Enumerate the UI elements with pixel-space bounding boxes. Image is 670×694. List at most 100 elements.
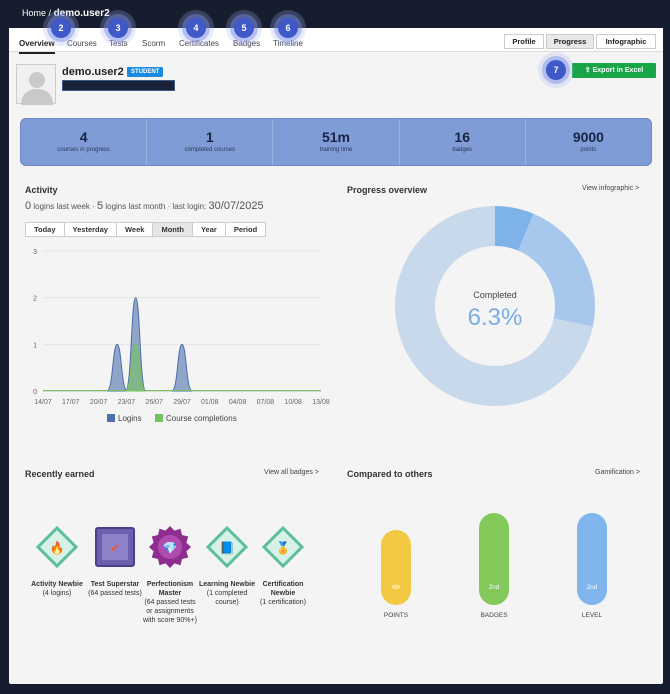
- export-icon: ⇪: [584, 67, 593, 74]
- view-progress-button[interactable]: Progress: [546, 34, 594, 49]
- redacted-email: [62, 80, 175, 91]
- top-bar: Home / demo.user2: [0, 0, 670, 28]
- x-tick-label: 17/07: [62, 399, 80, 406]
- test-icon[interactable]: ✔: [94, 526, 136, 568]
- donut-slice-2: [395, 206, 593, 406]
- tour-marker-6[interactable]: 6: [278, 18, 298, 38]
- stat-label: completed courses: [184, 147, 235, 153]
- stat-value: 4: [79, 129, 88, 145]
- legend-swatch: [107, 414, 115, 422]
- badge-caption: Certification Newbie (1 certification): [254, 580, 312, 607]
- main-panel: Overview Courses Tests Scorm Certificate…: [9, 28, 663, 684]
- svg-text:🏅: 🏅: [276, 541, 291, 555]
- tour-marker-2[interactable]: 2: [51, 18, 71, 38]
- breadcrumb: Home / demo.user2: [22, 8, 110, 19]
- range-yesterday[interactable]: Yesterday: [65, 223, 117, 236]
- legend-logins: Logins: [107, 414, 142, 423]
- rank-label: LEVEL: [581, 612, 603, 619]
- rank-pill-points: 4th: [381, 530, 411, 605]
- stats-bar: 4 courses in progress 1 completed courses …: [20, 118, 652, 166]
- logins-separator: ·: [92, 202, 95, 211]
- donut-slice-0: [495, 206, 534, 251]
- view-all-badges-link[interactable]: View all badges >: [264, 469, 319, 476]
- gamification-link[interactable]: Gamification >: [595, 469, 640, 476]
- stat-courses-in-progress: 4 courses in progress: [21, 119, 148, 165]
- x-tick-label: 04/08: [229, 399, 247, 406]
- login-summary: 0 logins last week · 5 logins last month…: [25, 200, 264, 212]
- range-year[interactable]: Year: [193, 223, 226, 236]
- rank-value: 2nd: [586, 584, 598, 591]
- badge-caption: Learning Newbie (1 completed course): [198, 580, 256, 607]
- logins-month-label: logins last month: [105, 202, 166, 211]
- svg-text:📘: 📘: [220, 541, 235, 555]
- stat-training-time: 51m training time: [273, 119, 400, 165]
- last-login-date: 30/07/2025: [208, 200, 264, 212]
- rank-pill-level: 2nd: [577, 513, 607, 605]
- tab-certificates[interactable]: Certificates: [179, 39, 220, 48]
- range-month[interactable]: Month: [153, 223, 193, 236]
- flame-icon[interactable]: 🔥: [35, 525, 79, 569]
- logins-month-count: 5: [96, 200, 104, 212]
- badge-name: Learning Newbie: [198, 581, 255, 588]
- x-tick-label: 10/08: [284, 399, 302, 406]
- breadcrumb-home[interactable]: Home: [22, 8, 47, 18]
- svg-text:💎: 💎: [163, 541, 178, 555]
- recently-earned-title: Recently earned: [25, 469, 95, 479]
- activity-title: Activity: [25, 185, 58, 195]
- export-excel-button[interactable]: ⇪ Export in Excel: [572, 63, 656, 78]
- legend-label: Logins: [118, 414, 142, 423]
- range-today[interactable]: Today: [26, 223, 65, 236]
- activity-chart: 0 1 2 3 14/07 17/07 20/07 23/07 26/07 29/07 01/08 0…: [33, 249, 330, 406]
- legend-course-completions: Course completions: [155, 414, 237, 423]
- user-name: demo.user2: [62, 66, 124, 78]
- y-tick-label: 0: [33, 389, 37, 396]
- tab-overview[interactable]: Overview: [19, 39, 55, 54]
- gem-icon[interactable]: 💎: [149, 526, 191, 568]
- breadcrumb-separator: /: [48, 8, 52, 18]
- stat-completed-courses: 1 completed courses: [147, 119, 274, 165]
- badge-caption: Perfectionism Master (64 passed tests or …: [141, 580, 199, 625]
- user-silhouette-icon: [21, 72, 53, 105]
- role-badge: STUDENT: [127, 67, 164, 77]
- legend-label: Course completions: [166, 414, 237, 423]
- last-login-label: · last login:: [167, 202, 207, 211]
- view-infographic-button[interactable]: Infographic: [596, 34, 656, 49]
- badge-description: (1 completed course): [206, 590, 248, 606]
- tab-timeline[interactable]: Timeline: [273, 39, 303, 48]
- tour-marker-5[interactable]: 5: [234, 18, 254, 38]
- tour-marker-7[interactable]: 7: [546, 60, 566, 80]
- book-icon[interactable]: 📘: [205, 525, 249, 569]
- stat-value: 16: [454, 129, 470, 145]
- tab-scorm[interactable]: Scorm: [142, 39, 166, 48]
- certificate-icon[interactable]: 🏅: [261, 525, 305, 569]
- view-infographic-link[interactable]: View infographic >: [582, 185, 640, 192]
- range-week[interactable]: Week: [117, 223, 154, 236]
- badge-caption: Test Superstar (64 passed tests): [86, 580, 144, 598]
- badge-name: Perfectionism Master: [146, 581, 194, 597]
- tab-tests[interactable]: Tests: [109, 39, 128, 48]
- rank-label: BADGES: [480, 612, 508, 619]
- donut-center-label: Completed: [473, 290, 517, 300]
- svg-text:🔥: 🔥: [50, 541, 65, 555]
- range-period[interactable]: Period: [233, 225, 258, 234]
- badge-caption: Activity Newbie (4 logins): [28, 580, 86, 598]
- logins-week-count: 0: [25, 200, 32, 212]
- tab-courses[interactable]: Courses: [67, 39, 97, 48]
- x-tick-label: 26/07: [145, 399, 163, 406]
- stat-points: 9000 points: [526, 119, 651, 165]
- x-tick-label: 01/08: [201, 399, 219, 406]
- tab-badges[interactable]: Badges: [233, 39, 261, 48]
- rank-value: 2nd: [488, 584, 500, 591]
- tour-marker-3[interactable]: 3: [108, 18, 128, 38]
- tour-marker-4[interactable]: 4: [186, 18, 206, 38]
- series-peak-logins: [106, 343, 128, 392]
- y-tick-label: 1: [33, 342, 37, 349]
- breadcrumb-current: demo.user2: [53, 8, 110, 19]
- range-selector: Today Yesterday Week Month Year Period: [25, 222, 267, 237]
- view-profile-button[interactable]: Profile: [504, 34, 544, 49]
- donut-center-value: 6.3%: [467, 304, 523, 331]
- rank-pill-badges: 2nd: [479, 513, 509, 605]
- badge-name: Test Superstar: [90, 581, 140, 588]
- rank-label: POINTS: [383, 612, 409, 619]
- badge-description: (4 logins): [42, 590, 72, 597]
